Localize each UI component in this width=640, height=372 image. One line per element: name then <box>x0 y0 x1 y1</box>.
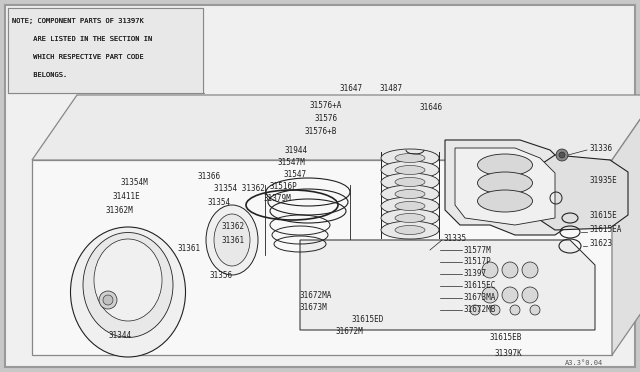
Text: 31547: 31547 <box>284 170 307 179</box>
Text: 31577M: 31577M <box>464 246 492 254</box>
Ellipse shape <box>477 154 532 176</box>
Text: 31935E: 31935E <box>590 176 618 185</box>
Circle shape <box>502 287 518 303</box>
Text: 31397: 31397 <box>464 269 487 279</box>
Text: 31672MA: 31672MA <box>300 291 332 299</box>
Text: 31517P: 31517P <box>464 257 492 266</box>
Text: 31576+B: 31576+B <box>305 126 337 135</box>
Ellipse shape <box>94 239 162 321</box>
Circle shape <box>103 295 113 305</box>
Ellipse shape <box>214 214 250 266</box>
Ellipse shape <box>395 214 425 222</box>
Polygon shape <box>32 160 612 355</box>
Ellipse shape <box>381 197 439 215</box>
Text: 31547M: 31547M <box>278 157 306 167</box>
Text: 31487: 31487 <box>380 83 403 93</box>
Text: 31615EC: 31615EC <box>464 282 497 291</box>
Text: A3.3°0.04: A3.3°0.04 <box>565 360 604 366</box>
Ellipse shape <box>395 166 425 174</box>
Circle shape <box>482 287 498 303</box>
Ellipse shape <box>83 232 173 337</box>
Text: 31362M: 31362M <box>105 205 132 215</box>
Text: 31576+A: 31576+A <box>310 100 342 109</box>
Circle shape <box>530 305 540 315</box>
Text: 31354M: 31354M <box>120 177 148 186</box>
Text: 31397K: 31397K <box>495 349 523 357</box>
Text: 31379M: 31379M <box>264 193 292 202</box>
Text: 31672MB: 31672MB <box>464 305 497 314</box>
Ellipse shape <box>477 190 532 212</box>
Circle shape <box>502 262 518 278</box>
Ellipse shape <box>381 173 439 191</box>
Text: WHICH RESPECTIVE PART CODE: WHICH RESPECTIVE PART CODE <box>12 54 144 60</box>
Circle shape <box>470 305 480 315</box>
Text: 31672M: 31672M <box>336 327 364 337</box>
Circle shape <box>490 305 500 315</box>
Text: 31336: 31336 <box>590 144 613 153</box>
Text: BELONGS.: BELONGS. <box>12 72 67 78</box>
Text: 31335: 31335 <box>444 234 467 243</box>
Text: 31354 31362: 31354 31362 <box>214 183 265 192</box>
Ellipse shape <box>395 177 425 186</box>
Text: 31615ED: 31615ED <box>352 315 385 324</box>
Text: ARE LISTED IN THE SECTION IN: ARE LISTED IN THE SECTION IN <box>12 36 152 42</box>
Polygon shape <box>300 240 595 330</box>
Polygon shape <box>455 148 555 225</box>
Polygon shape <box>540 155 628 230</box>
Polygon shape <box>32 95 640 160</box>
Bar <box>8 8 203 93</box>
Text: NOTE; COMPONENT PARTS OF 31397K: NOTE; COMPONENT PARTS OF 31397K <box>12 18 144 24</box>
Circle shape <box>556 149 568 161</box>
Text: 31615EA: 31615EA <box>590 224 622 234</box>
Ellipse shape <box>381 149 439 167</box>
Circle shape <box>99 291 117 309</box>
Ellipse shape <box>395 154 425 163</box>
FancyBboxPatch shape <box>5 5 635 367</box>
Text: 31615E: 31615E <box>590 211 618 219</box>
Text: 31673MA: 31673MA <box>464 294 497 302</box>
Text: 31362: 31362 <box>222 221 245 231</box>
Circle shape <box>482 262 498 278</box>
Circle shape <box>559 152 565 158</box>
Ellipse shape <box>70 227 186 357</box>
Circle shape <box>522 287 538 303</box>
Text: 31344: 31344 <box>108 330 131 340</box>
Ellipse shape <box>206 205 258 275</box>
Text: 31615EB: 31615EB <box>490 334 522 343</box>
Bar <box>8 8 203 93</box>
Text: ARE LISTED IN THE SECTION IN: ARE LISTED IN THE SECTION IN <box>12 36 152 42</box>
Polygon shape <box>612 95 640 355</box>
Text: 31356: 31356 <box>210 272 233 280</box>
Ellipse shape <box>381 221 439 239</box>
Text: 31354: 31354 <box>208 198 231 206</box>
Text: WHICH RESPECTIVE PART CODE: WHICH RESPECTIVE PART CODE <box>12 54 144 60</box>
Ellipse shape <box>395 189 425 199</box>
Text: 31646: 31646 <box>420 103 443 112</box>
Text: 31361: 31361 <box>222 235 245 244</box>
Ellipse shape <box>381 161 439 179</box>
Text: 31576: 31576 <box>315 113 338 122</box>
Text: 31516P: 31516P <box>270 182 298 190</box>
Ellipse shape <box>395 202 425 211</box>
Text: 31411E: 31411E <box>112 192 140 201</box>
Text: 31944: 31944 <box>285 145 308 154</box>
Text: 31366: 31366 <box>198 171 221 180</box>
Circle shape <box>522 262 538 278</box>
Ellipse shape <box>395 225 425 234</box>
Ellipse shape <box>477 172 532 194</box>
Ellipse shape <box>381 209 439 227</box>
Text: 31623: 31623 <box>590 238 613 247</box>
Polygon shape <box>445 140 570 235</box>
Text: 31361: 31361 <box>178 244 201 253</box>
Ellipse shape <box>381 185 439 203</box>
Text: NOTE; COMPONENT PARTS OF 31397K: NOTE; COMPONENT PARTS OF 31397K <box>12 18 144 24</box>
Text: 31647: 31647 <box>340 83 363 93</box>
Circle shape <box>510 305 520 315</box>
Text: BELONGS.: BELONGS. <box>12 72 67 78</box>
Text: 31673M: 31673M <box>300 304 328 312</box>
